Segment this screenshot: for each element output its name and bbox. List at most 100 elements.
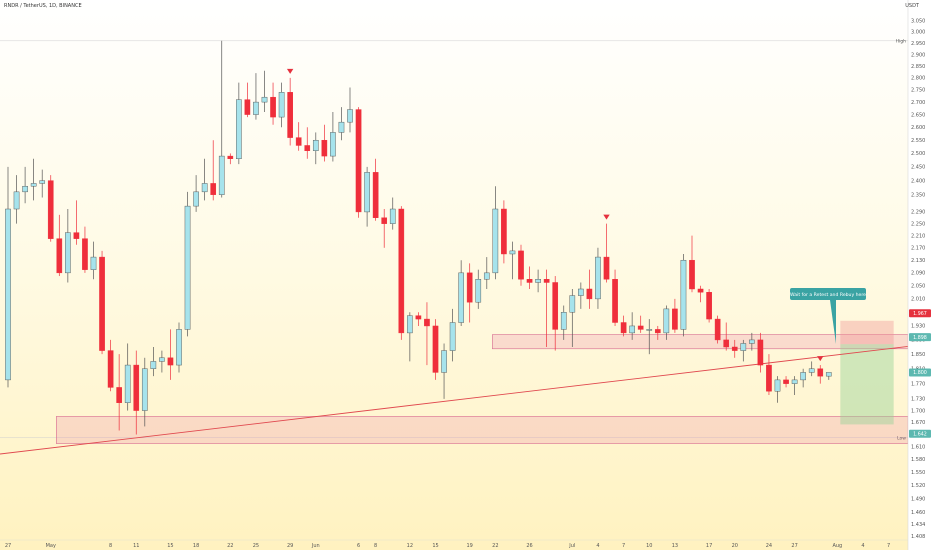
candle-down xyxy=(526,279,533,283)
price-tag-label: 1.898 xyxy=(913,335,927,341)
y-tick-label: 2.290 xyxy=(911,210,925,216)
candle-down xyxy=(783,379,789,384)
candle-down xyxy=(244,99,251,115)
y-tick-label: 2.130 xyxy=(911,258,925,264)
x-tick-label: 7 xyxy=(887,543,890,549)
candle-down xyxy=(107,350,114,388)
candle-up xyxy=(791,379,798,384)
candle-up xyxy=(629,325,635,334)
y-tick-label: 1.700 xyxy=(911,408,925,414)
candle-down xyxy=(432,325,439,373)
y-tick-label: 1.550 xyxy=(911,470,925,476)
candle-down xyxy=(731,346,738,351)
x-tick-label: 25 xyxy=(253,543,259,549)
y-tick-label: 1.850 xyxy=(911,352,925,358)
y-tick-label: 2.010 xyxy=(911,297,925,303)
candle-down xyxy=(543,279,550,283)
candle-down xyxy=(552,282,559,330)
y-tick-label: 2.500 xyxy=(911,151,925,157)
x-tick-label: 18 xyxy=(193,543,199,549)
price-tag-label: 1.642 xyxy=(913,431,927,437)
candle-up xyxy=(5,208,11,381)
candle-up xyxy=(569,295,576,313)
callout-box xyxy=(790,288,866,300)
symbol-header: RNDR / TetherUS, 1D, BINANCE xyxy=(4,3,82,9)
y-tick-label: 2.850 xyxy=(911,64,925,70)
reference-label: Low xyxy=(897,436,906,442)
y-tick-label: 2.950 xyxy=(911,41,925,47)
candle-up xyxy=(330,132,336,157)
candle-down xyxy=(398,208,405,334)
candle-up xyxy=(680,259,687,330)
candle-up xyxy=(22,185,28,193)
candle-up xyxy=(646,329,653,331)
candle-down xyxy=(424,318,430,327)
x-tick-label: 6 xyxy=(357,543,360,549)
candle-down xyxy=(817,368,824,377)
candle-down xyxy=(210,183,217,195)
candle-down xyxy=(672,308,678,330)
y-tick-label: 2.900 xyxy=(911,52,925,58)
x-tick-label: 29 xyxy=(287,543,293,549)
candle-down xyxy=(706,292,712,320)
price-tag-label: 1.967 xyxy=(913,311,927,317)
x-tick-label: 4 xyxy=(861,543,864,549)
candle-up xyxy=(261,96,268,103)
x-tick-label: 13 xyxy=(672,543,678,549)
candle-up xyxy=(578,288,584,296)
y-tick-label: 2.600 xyxy=(911,125,925,131)
y-tick-label: 1.670 xyxy=(911,420,925,426)
x-tick-label: 20 xyxy=(732,543,738,549)
candle-down xyxy=(697,288,704,293)
price-tag xyxy=(909,309,931,318)
x-tick-label: 17 xyxy=(706,543,712,549)
x-tick-label: Jun xyxy=(311,543,320,549)
candle-down xyxy=(689,259,695,290)
y-tick-label: 2.550 xyxy=(911,138,925,144)
y-tick-label: 1.930 xyxy=(911,324,925,330)
candle-down xyxy=(304,145,311,151)
candle-up xyxy=(150,361,157,369)
x-tick-label: 10 xyxy=(646,543,652,549)
candle-down xyxy=(47,180,54,239)
price-tag-label: 1.800 xyxy=(913,370,927,376)
candle-down xyxy=(133,364,140,411)
candle-down xyxy=(654,329,661,334)
x-tick-label: 12 xyxy=(407,543,413,549)
x-tick-label: Jul xyxy=(568,543,575,549)
ascending-trendline xyxy=(0,345,909,455)
candle-up xyxy=(740,343,747,351)
candle-up xyxy=(800,372,806,381)
candle-down xyxy=(714,318,721,341)
candle-up xyxy=(407,315,413,334)
candle-up xyxy=(774,379,781,392)
candle-up xyxy=(595,256,601,300)
candle-down xyxy=(287,92,293,138)
y-tick-label: 1.460 xyxy=(911,510,925,516)
candle-up xyxy=(458,272,464,323)
candle-up xyxy=(278,92,285,118)
candle-down xyxy=(381,217,388,224)
candle-down xyxy=(355,109,362,213)
candle-down xyxy=(56,238,63,274)
y-tick-label: 1.580 xyxy=(911,457,925,463)
x-tick-label: 19 xyxy=(467,543,473,549)
y-tick-label: 2.250 xyxy=(911,221,925,227)
candle-down xyxy=(270,96,276,118)
candle-up xyxy=(535,279,541,283)
y-tick-label: 2.400 xyxy=(911,178,925,184)
candle-up xyxy=(749,339,755,344)
candle-down xyxy=(99,256,105,351)
x-tick-label: 27 xyxy=(791,543,797,549)
y-tick-label: 2.750 xyxy=(911,88,925,94)
candle-up xyxy=(13,191,20,210)
candle-up xyxy=(201,183,208,193)
candle-down xyxy=(612,279,618,323)
currency-label: USDT xyxy=(905,3,919,9)
support-zone-lower xyxy=(55,416,909,444)
candle-up xyxy=(364,172,370,213)
candle-up xyxy=(389,208,396,224)
